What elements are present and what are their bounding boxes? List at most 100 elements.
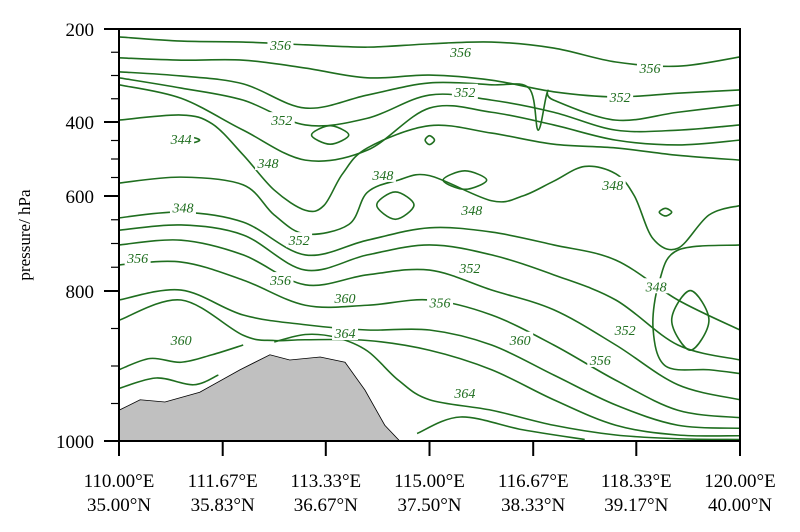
y-axis-title: pressure/ hPa (15, 189, 34, 281)
x-tick-label-lon: 110.00°E (84, 471, 155, 492)
contour-label-bg (332, 325, 359, 340)
contour-label-bg (168, 131, 195, 147)
contour-label: 348 (257, 157, 279, 172)
contour-label: 352 (614, 324, 636, 339)
x-tick-label-lat: 37.50°N (397, 495, 461, 516)
contour-line-356 (119, 239, 740, 401)
y-axis: 200 400 600 800 1000 (56, 20, 119, 453)
contour-label: 352 (458, 262, 480, 277)
contour-line-348 (424, 134, 436, 146)
plot-frame (118, 28, 741, 442)
x-tick-label-lat: 38.33°N (501, 495, 565, 516)
contour-label-bg (599, 176, 626, 192)
y-tick-label: 600 (66, 187, 95, 208)
contour-line-356 (119, 36, 740, 68)
contour-line-352 (119, 70, 740, 131)
contour-label-bg (447, 43, 474, 59)
contour-line-364 (119, 374, 219, 390)
contour-label: 356 (589, 354, 611, 369)
x-tick-label-lat: 36.67°N (294, 495, 358, 516)
contour-label-bg (612, 322, 639, 337)
contour-label-bg (636, 60, 663, 76)
contour-line-360 (119, 299, 740, 437)
contour-label: 356 (449, 46, 471, 61)
contour-line-364 (416, 416, 585, 441)
contour-label: 352 (609, 91, 631, 106)
contour-label: 356 (269, 39, 291, 54)
x-tick-label-lon: 118.33°E (601, 471, 672, 492)
contour-label: 352 (270, 114, 292, 129)
contour-label: 348 (645, 280, 667, 295)
contour-label-bg (587, 352, 614, 367)
contour-label-bg (255, 155, 282, 171)
contour-label: 356 (429, 296, 451, 311)
x-tick-label-lat: 40.00°N (708, 495, 772, 516)
contour-line-348 (119, 114, 740, 213)
contour-line-352 (119, 57, 740, 98)
contour-line-352 (119, 224, 740, 361)
contour-label-bg (124, 250, 151, 266)
contour-label-bg (369, 166, 396, 182)
contour-label-bg (286, 232, 313, 248)
contour-line-348 (652, 244, 740, 375)
contour-line-348 (375, 191, 415, 221)
contour-label-bg (643, 278, 670, 294)
contour-label-bg (607, 88, 634, 104)
x-tick-label-lon: 116.67°E (498, 471, 569, 492)
contour-label-bg (451, 385, 478, 400)
contour-label: 352 (288, 234, 310, 249)
contour-label-bg (169, 199, 196, 215)
contour-label-bg (451, 83, 478, 99)
contour-label: 348 (171, 201, 193, 216)
contour-label-bg (507, 331, 534, 347)
contour-label-bg (332, 289, 359, 305)
x-tick-label-lon: 120.00°E (704, 471, 775, 492)
contour-line-348 (119, 84, 740, 162)
contour-label: 356 (126, 252, 148, 267)
contour-line-360 (119, 288, 740, 430)
contour-label: 364 (334, 327, 356, 342)
terrain-shading (119, 354, 401, 441)
contour-label-bg (267, 272, 294, 288)
contour-label-bg (168, 331, 195, 347)
y-tick-label: 400 (66, 113, 95, 134)
x-tick-label-lat: 39.17°N (604, 495, 668, 516)
contour-line-348 (310, 124, 350, 145)
contour-label: 356 (269, 274, 291, 289)
contour-lines (119, 36, 740, 441)
contour-line-352 (119, 211, 740, 331)
contour-label: 364 (453, 387, 475, 402)
contour-line-348 (442, 170, 488, 191)
contour-line-348 (670, 289, 710, 352)
y-tick-label: 800 (66, 282, 95, 303)
contour-label: 352 (453, 86, 475, 101)
contour-line-348 (658, 207, 673, 217)
terrain-polygon (119, 354, 401, 441)
contour-line-348 (119, 77, 740, 133)
contour-label: 360 (170, 334, 192, 349)
x-tick-label-lat: 35.00°N (87, 495, 151, 516)
contour-label: 356 (638, 62, 660, 77)
contour-label-bg (427, 294, 454, 310)
contour-line-364 (119, 344, 244, 371)
x-tick-label-lat: 35.83°N (191, 495, 255, 516)
contour-label: 348 (371, 169, 393, 184)
x-tick-label-lon: 111.67°E (188, 471, 258, 492)
contour-label-bg (267, 36, 294, 52)
contour-label: 344 (170, 133, 192, 148)
x-axis: 110.00°E 35.00°N 111.67°E 35.83°N 113.33°E 36… (84, 441, 776, 516)
y-tick-label: 200 (66, 20, 95, 41)
contour-label: 360 (334, 292, 356, 307)
y-tick-label: 1000 (56, 432, 94, 453)
contour-line-348 (119, 165, 740, 251)
contour-line-364 (274, 333, 740, 441)
x-tick-label-lon: 113.33°E (290, 471, 361, 492)
contour-label-bg (458, 201, 485, 217)
contour-label-bg (268, 112, 295, 128)
contour-label-bg (456, 260, 483, 276)
contour-label: 360 (509, 334, 531, 349)
contour-label: 348 (460, 204, 482, 219)
contour-label: 348 (601, 179, 623, 194)
